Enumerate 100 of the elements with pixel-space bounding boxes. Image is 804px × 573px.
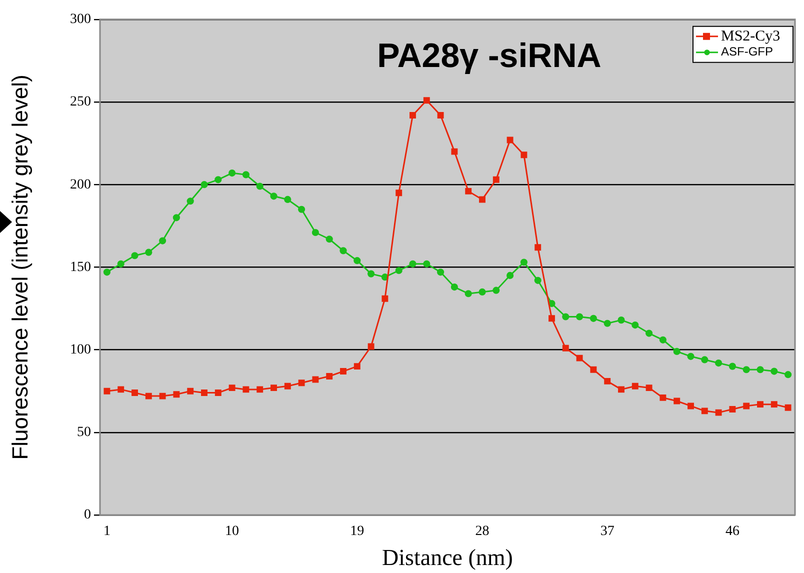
point — [186, 198, 194, 205]
point — [368, 343, 374, 350]
point — [200, 181, 208, 188]
point — [646, 330, 653, 337]
legend-label: ASF-GFP — [721, 44, 774, 59]
point — [214, 390, 222, 396]
point — [492, 286, 500, 294]
point — [256, 182, 264, 190]
point — [242, 171, 250, 178]
x-tick-label: 46 — [725, 524, 740, 540]
point — [576, 354, 583, 362]
point — [228, 384, 236, 392]
point — [201, 390, 208, 396]
point — [326, 373, 333, 380]
y-tick-label: 100 — [70, 342, 91, 358]
point — [437, 112, 444, 118]
point — [132, 390, 138, 396]
point — [284, 382, 291, 390]
y-tick-label: 0 — [84, 508, 91, 523]
point — [410, 112, 416, 118]
y-tick-label: 250 — [70, 94, 91, 110]
point — [145, 392, 152, 400]
point — [382, 295, 388, 302]
legend-label: MS2-Cy3 — [721, 28, 780, 44]
point — [604, 378, 611, 384]
point — [326, 236, 333, 243]
point — [701, 356, 708, 364]
point — [784, 404, 792, 411]
point — [423, 260, 430, 268]
point — [451, 148, 458, 155]
point — [492, 176, 500, 183]
point — [270, 384, 277, 392]
point — [701, 408, 708, 414]
point — [743, 402, 750, 410]
point — [395, 266, 402, 274]
point — [688, 402, 694, 410]
point — [479, 196, 486, 203]
point — [145, 248, 152, 256]
point — [659, 336, 666, 344]
point — [742, 366, 750, 374]
point — [312, 376, 319, 383]
point — [715, 359, 722, 367]
point — [756, 366, 764, 374]
point — [770, 401, 778, 408]
x-tick-label: 1 — [103, 524, 110, 540]
point — [368, 270, 375, 278]
point — [298, 206, 306, 213]
point — [117, 260, 124, 268]
point — [242, 386, 250, 393]
point — [770, 368, 778, 375]
point — [423, 97, 430, 104]
point — [534, 244, 542, 251]
point — [340, 247, 347, 254]
point — [104, 388, 110, 394]
point — [354, 363, 360, 370]
point — [437, 268, 444, 276]
point — [506, 136, 514, 144]
x-tick-label: 10 — [225, 524, 240, 540]
point — [590, 366, 597, 373]
point — [520, 258, 528, 266]
point — [284, 196, 292, 204]
point — [159, 392, 166, 400]
point — [450, 283, 458, 291]
point — [674, 398, 680, 404]
point — [312, 228, 319, 236]
y-axis-title: Fluorescence level (intensity grey level) — [7, 74, 32, 460]
point — [784, 371, 792, 378]
point — [618, 316, 625, 324]
point — [409, 260, 416, 268]
point — [173, 391, 180, 398]
y-tick-label: 300 — [70, 12, 91, 28]
point — [604, 320, 611, 327]
point — [562, 344, 569, 352]
point — [228, 169, 236, 177]
point — [396, 190, 402, 196]
x-tick-label: 19 — [350, 524, 364, 540]
point — [172, 214, 180, 222]
point — [715, 409, 722, 416]
point — [660, 394, 666, 401]
point — [131, 252, 138, 260]
point — [632, 382, 638, 390]
point — [256, 386, 264, 393]
y-tick-label: 150 — [70, 260, 91, 275]
point — [632, 321, 639, 329]
y-tick-label: 50 — [77, 425, 91, 440]
point — [298, 380, 305, 386]
x-axis-title: Distance (nm) — [382, 545, 513, 570]
point — [728, 362, 736, 370]
point — [729, 406, 736, 412]
point — [673, 348, 680, 355]
point — [687, 352, 694, 360]
text: PA28γ -siRNA — [377, 36, 602, 75]
point — [590, 314, 597, 322]
point — [354, 257, 361, 264]
y-tick-label: 200 — [70, 177, 91, 192]
x-tick-label: 37 — [600, 524, 614, 540]
point — [103, 268, 110, 276]
point — [562, 313, 570, 320]
point — [548, 315, 555, 322]
point — [118, 386, 124, 393]
